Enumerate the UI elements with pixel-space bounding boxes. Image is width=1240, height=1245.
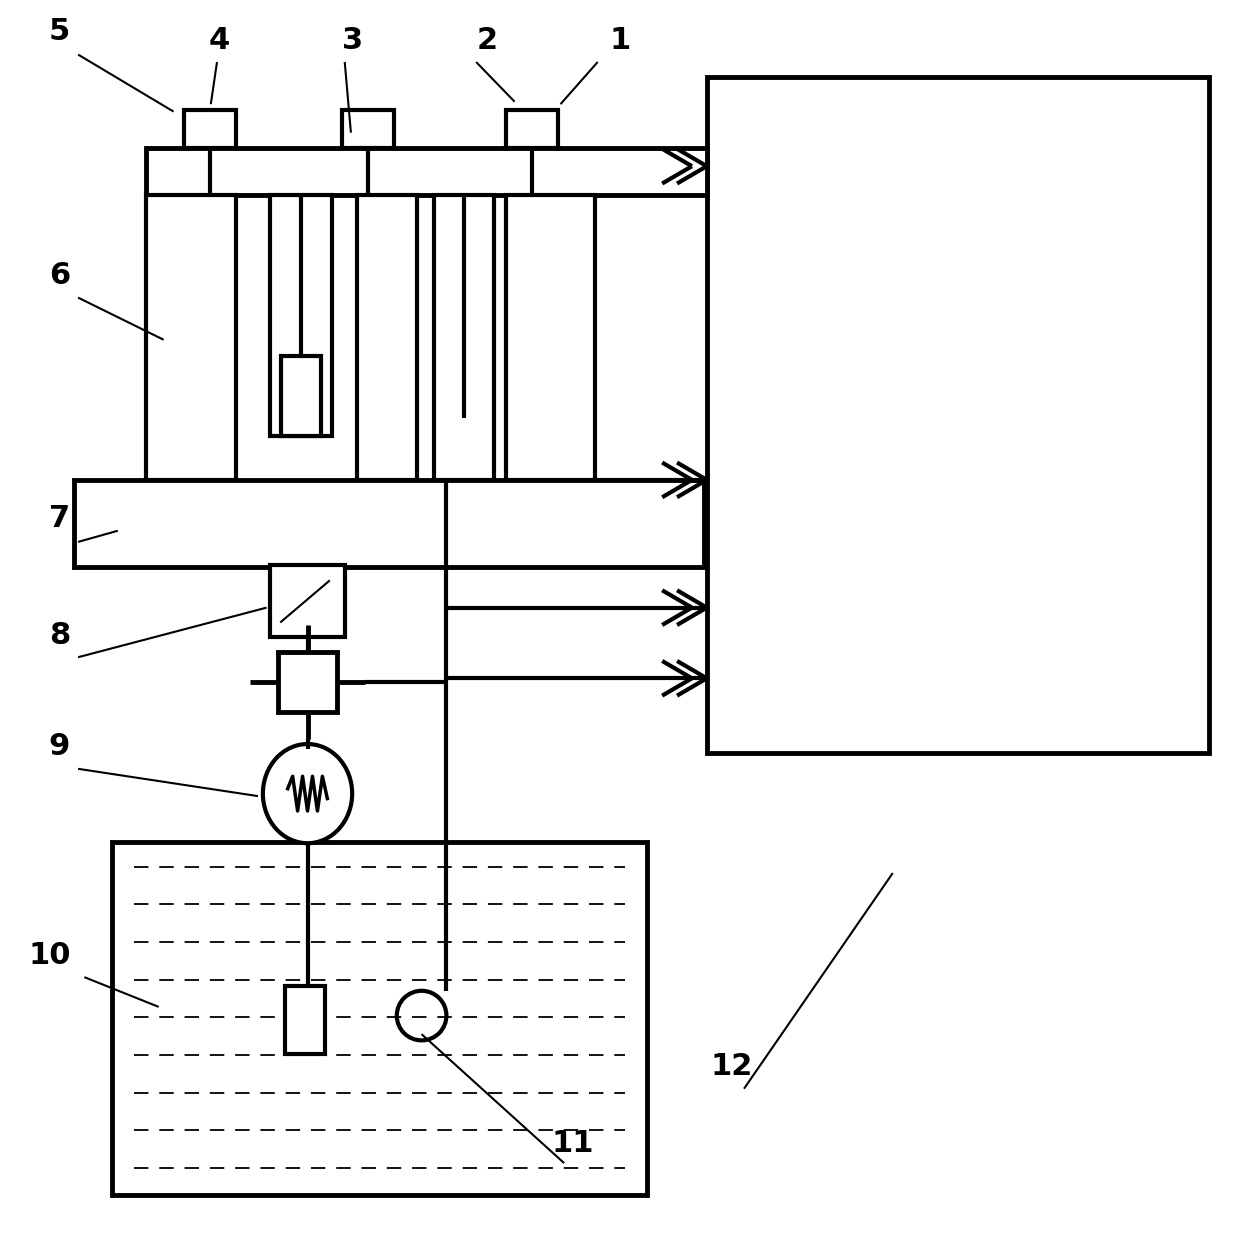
- Bar: [112, 842, 647, 1195]
- Text: 1: 1: [609, 26, 631, 55]
- Bar: [74, 479, 704, 566]
- Ellipse shape: [263, 745, 352, 843]
- Text: 5: 5: [48, 17, 71, 46]
- Bar: [342, 111, 394, 148]
- Text: 6: 6: [48, 261, 71, 290]
- Text: 12: 12: [711, 1052, 753, 1082]
- Bar: [146, 194, 236, 479]
- Text: 10: 10: [29, 941, 71, 970]
- Text: 4: 4: [208, 26, 231, 55]
- Bar: [707, 77, 1209, 753]
- Bar: [184, 111, 236, 148]
- Text: 11: 11: [552, 1129, 594, 1158]
- Bar: [146, 148, 707, 194]
- Bar: [281, 356, 321, 437]
- Bar: [506, 111, 558, 148]
- Bar: [270, 194, 332, 437]
- Bar: [270, 565, 345, 637]
- Bar: [285, 986, 325, 1055]
- Text: 9: 9: [48, 732, 71, 762]
- Text: 3: 3: [341, 26, 363, 55]
- Text: 2: 2: [476, 26, 498, 55]
- Bar: [357, 194, 417, 479]
- Bar: [506, 194, 595, 479]
- Text: 7: 7: [48, 504, 71, 533]
- Text: 8: 8: [48, 621, 71, 650]
- Bar: [434, 194, 494, 479]
- Bar: [278, 652, 337, 712]
